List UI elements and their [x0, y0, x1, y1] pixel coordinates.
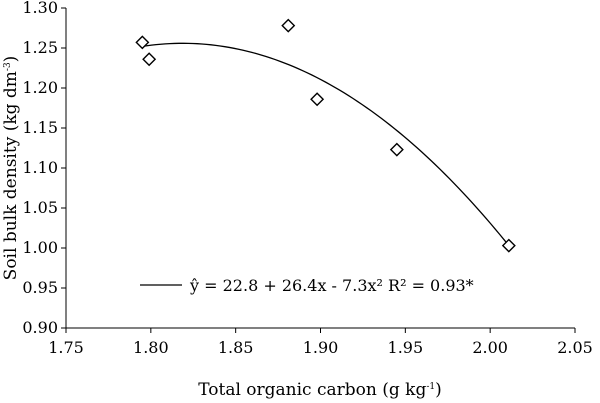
x-tick-label: 1.75 [48, 338, 84, 357]
y-tick-label: 1.25 [22, 38, 58, 57]
x-tick-label: 1.80 [133, 338, 169, 357]
data-points [135, 18, 516, 253]
y-tick-label: 1.00 [22, 238, 58, 257]
x-tick-label: 2.05 [557, 338, 593, 357]
fit-curve [142, 42, 510, 247]
data-point [389, 142, 404, 157]
y-tick-label: 1.10 [22, 158, 58, 177]
y-axis-title-main: Soil bulk density (kg dm [1, 71, 21, 280]
data-point [135, 35, 150, 50]
data-point [142, 52, 157, 67]
x-tick-label: 1.85 [218, 338, 254, 357]
x-axis-title-sup: -1 [426, 382, 435, 392]
data-point [281, 18, 296, 33]
y-axis-title-end: ) [1, 56, 21, 63]
legend: ŷ = 22.8 + 26.4x - 7.3x² R² = 0.93* [140, 276, 474, 295]
y-tick-label: 0.90 [22, 318, 58, 337]
data-point [310, 92, 325, 107]
x-tick-label: 1.90 [303, 338, 339, 357]
x-axis-title-main: Total organic carbon (g kg [198, 380, 426, 400]
y-axis-title-sup: -3 [3, 62, 13, 71]
x-tick-label: 2.00 [472, 338, 508, 357]
data-point [501, 238, 516, 253]
y-tick-label: 1.20 [22, 78, 58, 97]
x-axis-title-end: ) [435, 380, 442, 400]
ticks: 1.75 1.80 1.85 1.90 1.95 2.00 2.05 0.90 0.95 1.00… [22, 0, 592, 357]
legend-label: ŷ = 22.8 + 26.4x - 7.3x² R² = 0.93* [189, 276, 474, 295]
y-tick-label: 0.95 [22, 278, 58, 297]
y-tick-label: 1.05 [22, 198, 58, 217]
y-axis-title: Soil bulk density (kg dm-3) [1, 56, 21, 281]
x-tick-label: 1.95 [388, 338, 424, 357]
x-axis-title: Total organic carbon (g kg-1) [198, 380, 442, 400]
y-tick-label: 1.15 [22, 118, 58, 137]
fit-group [142, 42, 510, 247]
y-tick-label: 1.30 [22, 0, 58, 17]
